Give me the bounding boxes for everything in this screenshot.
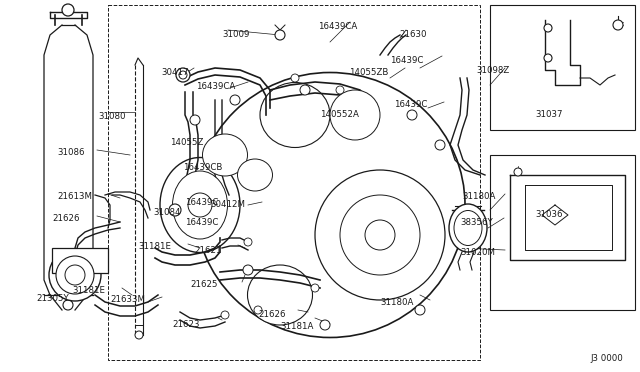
Circle shape bbox=[320, 320, 330, 330]
Text: 16439C: 16439C bbox=[394, 100, 428, 109]
Ellipse shape bbox=[260, 83, 330, 148]
Ellipse shape bbox=[248, 265, 312, 325]
Circle shape bbox=[188, 193, 212, 217]
Text: 21626: 21626 bbox=[258, 310, 285, 319]
Ellipse shape bbox=[237, 159, 273, 191]
Text: 30412M: 30412M bbox=[210, 200, 245, 209]
Ellipse shape bbox=[195, 73, 465, 337]
Circle shape bbox=[230, 95, 240, 105]
Text: 140552A: 140552A bbox=[320, 110, 359, 119]
Circle shape bbox=[254, 306, 262, 314]
Text: 21633M: 21633M bbox=[110, 295, 145, 304]
Text: 31181A: 31181A bbox=[280, 322, 314, 331]
Ellipse shape bbox=[340, 195, 420, 275]
Ellipse shape bbox=[330, 90, 380, 140]
Circle shape bbox=[415, 305, 425, 315]
Circle shape bbox=[135, 331, 143, 339]
Text: 16439C: 16439C bbox=[390, 56, 424, 65]
Text: 16439CB: 16439CB bbox=[183, 163, 222, 172]
Circle shape bbox=[176, 68, 190, 82]
Ellipse shape bbox=[49, 249, 101, 301]
Text: 30417: 30417 bbox=[161, 68, 189, 77]
Circle shape bbox=[291, 74, 299, 82]
Ellipse shape bbox=[454, 211, 482, 246]
Ellipse shape bbox=[56, 256, 94, 294]
Circle shape bbox=[365, 220, 395, 250]
Text: 14055ZB: 14055ZB bbox=[349, 68, 388, 77]
Bar bbox=[52, 248, 108, 273]
Text: 21621: 21621 bbox=[194, 246, 221, 255]
Text: 21305Y: 21305Y bbox=[36, 294, 68, 303]
Circle shape bbox=[514, 168, 522, 176]
Text: 21625: 21625 bbox=[190, 280, 218, 289]
Circle shape bbox=[311, 284, 319, 292]
Text: 31020M: 31020M bbox=[460, 248, 495, 257]
Circle shape bbox=[179, 71, 187, 79]
Bar bbox=[490, 5, 635, 130]
Text: 31080: 31080 bbox=[98, 112, 125, 121]
Ellipse shape bbox=[65, 265, 85, 285]
Circle shape bbox=[544, 24, 552, 32]
Text: 16439C: 16439C bbox=[185, 218, 218, 227]
Bar bbox=[108, 5, 480, 360]
Text: 31098Z: 31098Z bbox=[476, 66, 509, 75]
Text: 16439CA: 16439CA bbox=[318, 22, 357, 31]
Circle shape bbox=[300, 85, 310, 95]
Ellipse shape bbox=[449, 204, 487, 252]
Text: 31181E: 31181E bbox=[138, 242, 171, 251]
Text: 21630: 21630 bbox=[399, 30, 426, 39]
Text: 16439CA: 16439CA bbox=[196, 82, 236, 91]
Text: 31180A: 31180A bbox=[462, 192, 495, 201]
Circle shape bbox=[275, 30, 285, 40]
Ellipse shape bbox=[173, 171, 227, 239]
Text: 31181E: 31181E bbox=[72, 286, 105, 295]
Circle shape bbox=[613, 20, 623, 30]
Circle shape bbox=[544, 54, 552, 62]
Circle shape bbox=[407, 110, 417, 120]
Bar bbox=[490, 155, 635, 310]
Text: 14055Z: 14055Z bbox=[170, 138, 204, 147]
Circle shape bbox=[169, 204, 181, 216]
Text: 31009: 31009 bbox=[222, 30, 250, 39]
Circle shape bbox=[63, 300, 73, 310]
Text: 21626: 21626 bbox=[52, 214, 79, 223]
Text: 21623: 21623 bbox=[172, 320, 200, 329]
Ellipse shape bbox=[202, 134, 248, 176]
Text: 31037: 31037 bbox=[535, 110, 563, 119]
Circle shape bbox=[336, 86, 344, 94]
Circle shape bbox=[62, 4, 74, 16]
Circle shape bbox=[435, 140, 445, 150]
Text: 21613M: 21613M bbox=[57, 192, 92, 201]
Text: J3 0000: J3 0000 bbox=[590, 354, 623, 363]
Circle shape bbox=[221, 311, 229, 319]
Circle shape bbox=[244, 238, 252, 246]
Text: 31084: 31084 bbox=[153, 208, 180, 217]
Text: 38356Y: 38356Y bbox=[460, 218, 493, 227]
Circle shape bbox=[243, 265, 253, 275]
Text: 31180A: 31180A bbox=[380, 298, 413, 307]
Text: 31086: 31086 bbox=[57, 148, 84, 157]
Ellipse shape bbox=[315, 170, 445, 300]
Ellipse shape bbox=[160, 157, 240, 253]
Circle shape bbox=[190, 115, 200, 125]
Text: 16439C: 16439C bbox=[185, 198, 218, 207]
Text: 31036: 31036 bbox=[535, 210, 563, 219]
